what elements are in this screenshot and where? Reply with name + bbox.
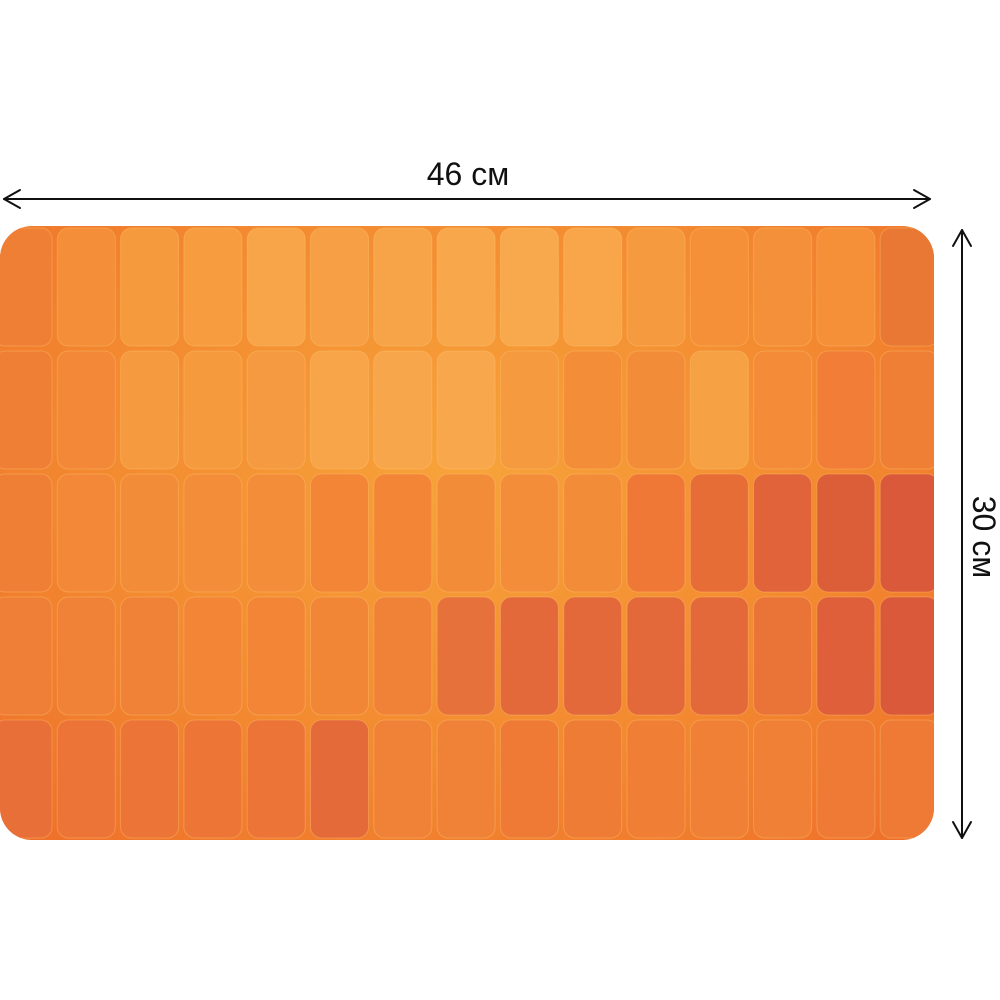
tile [816,473,876,593]
tile [626,719,686,839]
tile [183,473,243,593]
tile [499,227,559,347]
tile [436,719,496,839]
tile [310,473,369,593]
tile [56,596,116,716]
tile [0,350,53,470]
placemat [0,226,934,840]
tile [183,227,243,347]
tile [689,719,749,839]
tile [246,596,306,716]
tile [246,227,306,347]
tile [879,719,934,839]
tile [0,227,53,347]
tile [626,596,686,716]
tile [563,350,623,470]
tile [816,719,876,839]
tile [563,719,623,839]
tile [816,596,876,716]
tile [816,350,876,470]
tile [120,350,180,470]
tile [689,473,749,593]
tile [563,473,623,593]
tile [246,350,306,470]
width-label: 46 см [426,156,510,192]
tile [246,719,306,839]
tile [56,350,116,470]
tile [0,596,53,716]
width-arrow-right-head [913,189,931,209]
tile [183,719,243,839]
tile [56,719,116,839]
width-arrow-left-head [3,189,21,209]
tile [563,596,623,716]
tile [753,473,813,593]
tile [56,473,116,593]
tile [436,596,496,716]
height-label: 30 см [966,495,1000,579]
height-arrow-top-head [952,229,972,247]
tile [753,350,813,470]
tile [689,350,749,470]
tile-pattern [0,227,934,839]
tile [310,719,369,839]
tile [689,596,749,716]
tile [816,227,876,347]
tile [310,227,369,347]
tile [879,473,934,593]
tile [689,227,749,347]
tile [753,596,813,716]
tile [499,473,559,593]
tile [120,596,180,716]
tile [753,227,813,347]
height-arrow-bottom-head [952,821,972,839]
tile [563,227,623,347]
tile [310,350,369,470]
tile [373,227,433,347]
tile [120,227,180,347]
tile [879,227,934,347]
tile [626,350,686,470]
tile [56,227,116,347]
tile [310,596,369,716]
tile [373,719,433,839]
tile [373,473,433,593]
tile [879,350,934,470]
tile [499,596,559,716]
tile [183,350,243,470]
tile [183,596,243,716]
tile [436,473,496,593]
tile [499,350,559,470]
tile [626,473,686,593]
tile [0,473,53,593]
tile [373,596,433,716]
tile [373,350,433,470]
tile [120,719,180,839]
tile [436,350,496,470]
tile [753,719,813,839]
tile [436,227,496,347]
tile [626,227,686,347]
tile [120,473,180,593]
tile [499,719,559,839]
tile [879,596,934,716]
tile [246,473,306,593]
tile [0,719,53,839]
